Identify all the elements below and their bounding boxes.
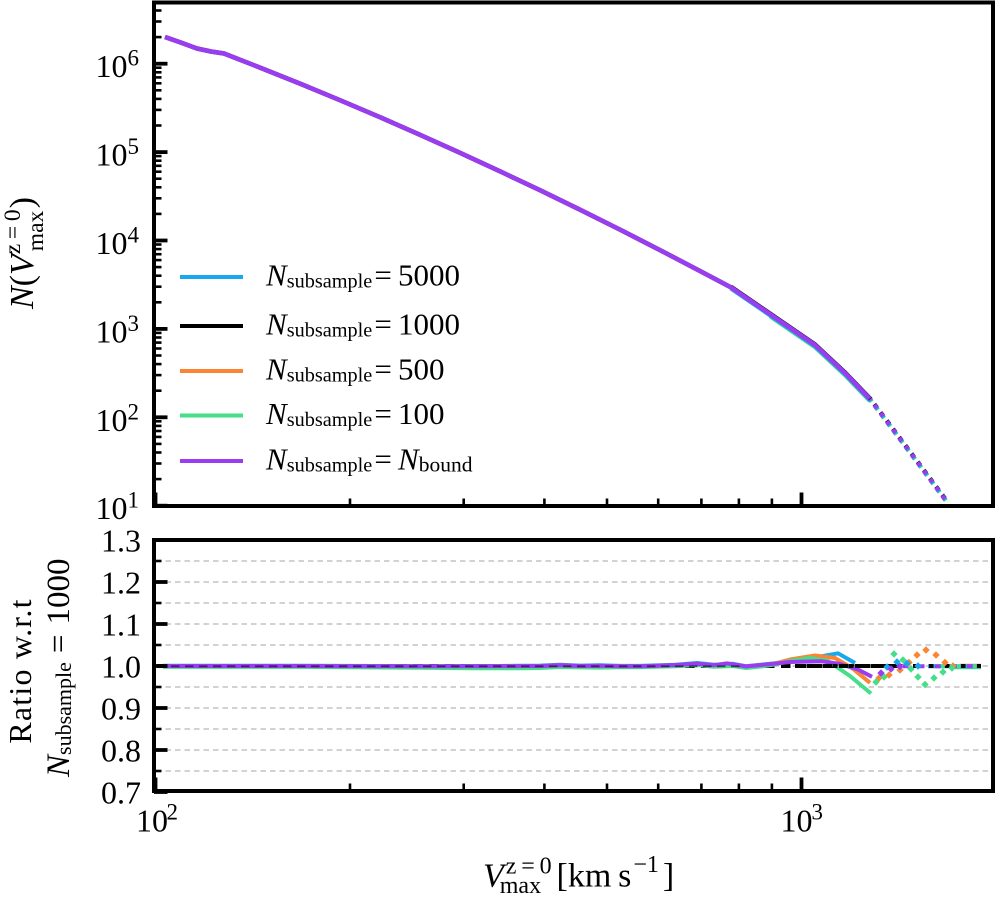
svg-text:2: 2 [128,399,140,424]
svg-text:10: 10 [136,803,168,839]
svg-text:Nsubsample= 500: Nsubsample= 500 [265,352,445,387]
svg-text:1: 1 [128,488,140,513]
svg-text:10: 10 [96,48,128,84]
svg-text:3: 3 [128,311,140,336]
svg-text:1.0: 1.0 [101,649,141,685]
svg-text:Nsubsample=1000: Nsubsample=1000 [41,558,77,778]
svg-text:0.7: 0.7 [101,775,141,811]
svg-text:Ratio w.r.t: Ratio w.r.t [2,598,38,743]
svg-text:6: 6 [128,46,140,71]
svg-text:1.2: 1.2 [101,565,141,601]
svg-text:3: 3 [812,800,824,825]
svg-text:Nsubsample= 1000: Nsubsample= 1000 [265,307,460,342]
svg-text:10: 10 [96,137,128,173]
svg-text:5: 5 [128,134,140,159]
svg-text:Nsubsample= 100: Nsubsample= 100 [265,396,445,431]
svg-text:4: 4 [128,223,140,248]
svg-text:N(Vmaxz = 0): N(Vmaxz = 0) [0,197,49,310]
svg-text:0.8: 0.8 [101,733,141,769]
svg-text:1.3: 1.3 [101,523,141,559]
svg-text:2: 2 [167,800,179,825]
svg-text:Nsubsample= 5000: Nsubsample= 5000 [265,258,460,293]
svg-text:10: 10 [96,225,128,261]
svg-text:10: 10 [96,313,128,349]
svg-text:0.9: 0.9 [101,691,141,727]
svg-text:10: 10 [781,803,813,839]
svg-text:10: 10 [96,402,128,438]
svg-text:10: 10 [96,490,128,526]
svg-text:1.1: 1.1 [101,607,141,643]
svg-text:Nsubsample= Nbound: Nsubsample= Nbound [265,442,473,477]
